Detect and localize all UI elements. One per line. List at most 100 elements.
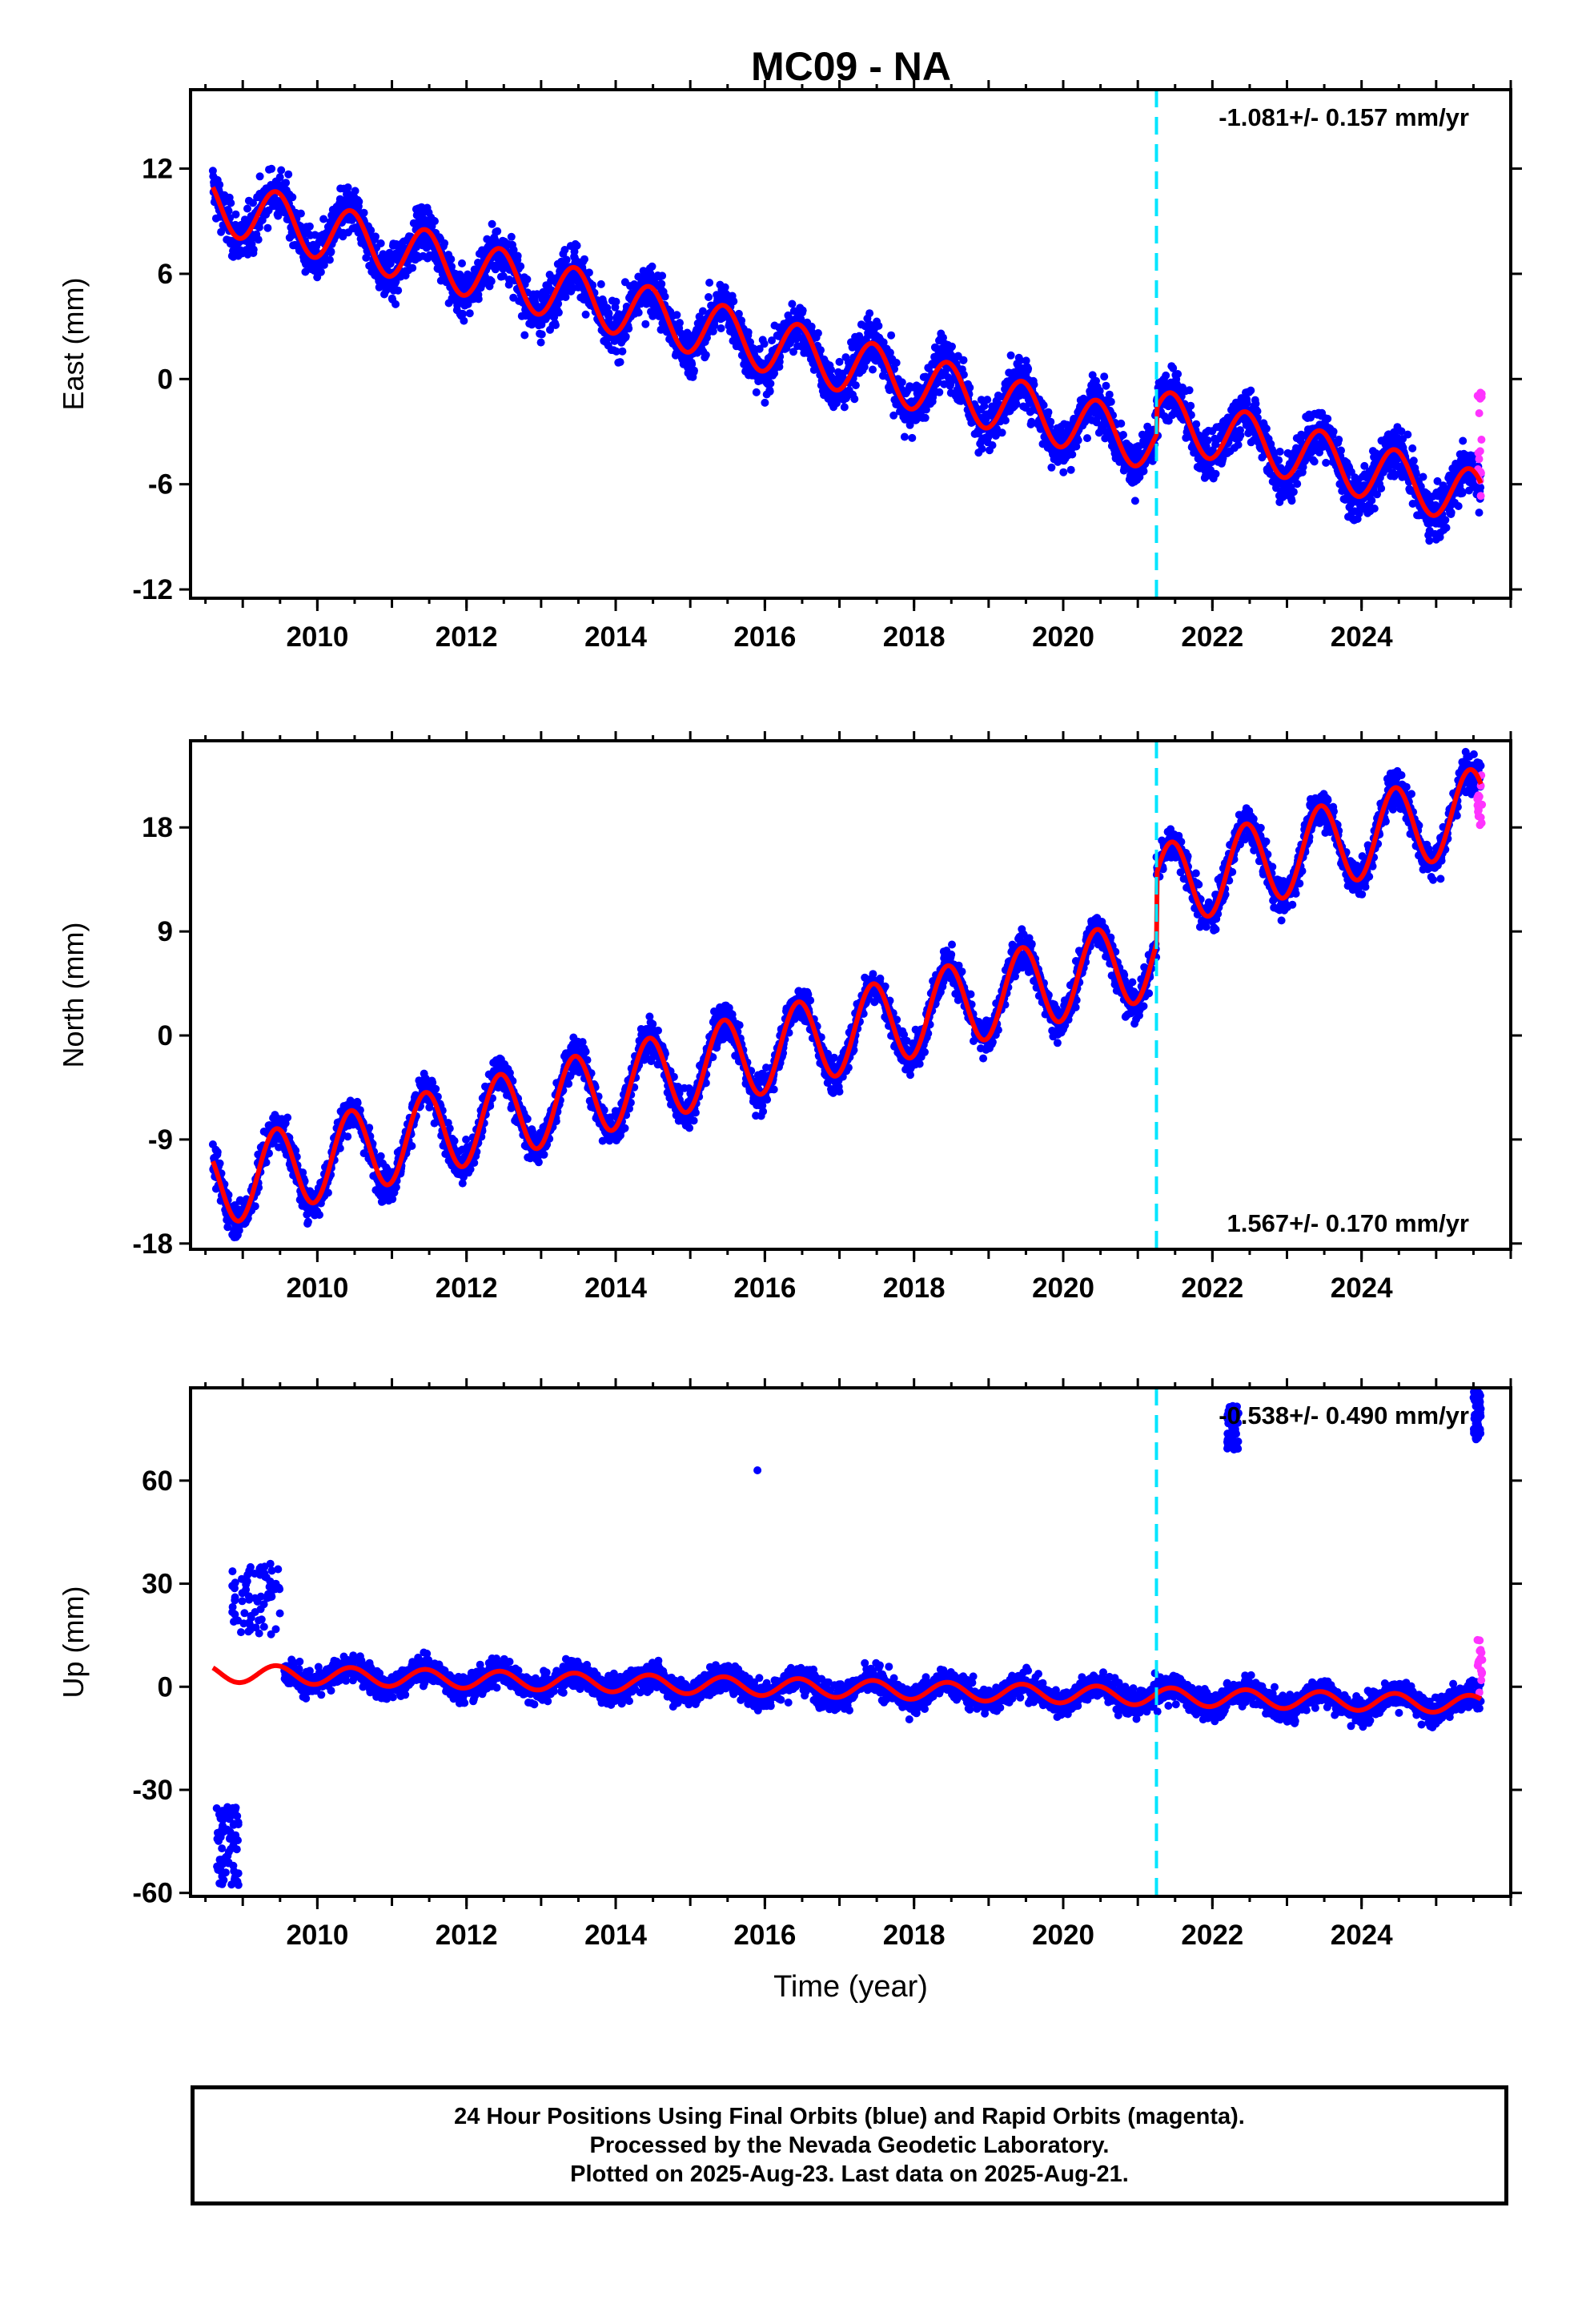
data-point	[1458, 488, 1467, 497]
data-point	[596, 279, 605, 288]
data-point	[394, 286, 403, 295]
data-point	[977, 396, 986, 404]
data-point	[634, 308, 643, 317]
data-point	[988, 441, 997, 449]
data-point	[688, 360, 697, 368]
data-point	[305, 222, 314, 231]
data-point	[323, 1188, 332, 1197]
data-point	[408, 263, 417, 272]
east-y-axis-label: East (mm)	[57, 278, 90, 411]
data-point	[1059, 468, 1068, 476]
y-tick-label: 6	[158, 259, 173, 290]
data-point	[1139, 467, 1148, 476]
data-point	[1416, 482, 1425, 491]
rapid-point	[1475, 409, 1484, 417]
data-point	[296, 209, 305, 218]
data-point	[1074, 436, 1082, 444]
data-point	[1012, 400, 1021, 408]
east-frame	[189, 88, 1512, 600]
data-point	[465, 309, 474, 318]
chart-title: MC09 - NA	[751, 44, 951, 89]
data-point	[462, 1136, 471, 1144]
data-point	[376, 1152, 385, 1160]
data-point	[1476, 483, 1485, 492]
data-point	[391, 300, 400, 308]
data-point	[676, 319, 684, 328]
y-tick-label: -12	[132, 574, 173, 605]
data-point	[584, 268, 593, 277]
data-point	[1247, 386, 1255, 395]
data-point	[440, 239, 449, 247]
data-point	[1001, 416, 1010, 424]
data-point	[1088, 371, 1097, 380]
data-point	[1006, 351, 1015, 360]
rapid-point	[1476, 492, 1485, 501]
data-point	[255, 172, 264, 181]
data-point	[1454, 502, 1463, 510]
data-point	[1203, 436, 1212, 444]
data-point	[705, 293, 713, 301]
data-point	[299, 1168, 307, 1177]
data-point	[1192, 420, 1201, 428]
data-point	[948, 342, 956, 351]
data-point	[283, 1113, 292, 1122]
data-point	[1068, 450, 1077, 459]
data-point	[509, 246, 518, 254]
data-point	[327, 247, 335, 256]
data-point	[227, 199, 235, 207]
data-point	[1016, 356, 1025, 364]
data-point	[760, 340, 769, 348]
data-point	[450, 1136, 459, 1145]
data-point	[213, 1148, 222, 1156]
y-tick-label: 0	[158, 364, 173, 395]
data-point	[889, 411, 898, 420]
data-point	[827, 365, 835, 374]
data-point	[215, 1159, 224, 1168]
data-point	[1243, 399, 1251, 408]
data-point	[840, 403, 849, 412]
data-point	[1234, 440, 1243, 449]
data-point	[513, 251, 522, 260]
data-point	[892, 359, 901, 367]
data-point	[624, 324, 633, 333]
data-point	[1442, 524, 1451, 532]
data-point	[813, 329, 822, 337]
data-point	[721, 283, 729, 292]
data-point	[224, 207, 233, 215]
data-point	[1095, 387, 1104, 395]
data-point	[869, 365, 877, 374]
data-point	[1459, 436, 1468, 445]
data-point	[343, 183, 352, 191]
data-point	[860, 363, 869, 372]
data-point	[788, 300, 797, 308]
data-point	[1329, 427, 1338, 436]
rapid-point	[1474, 448, 1483, 457]
data-point	[362, 253, 371, 262]
data-point	[1148, 456, 1157, 465]
data-point	[1024, 364, 1033, 373]
data-point	[282, 179, 291, 187]
data-point	[1408, 444, 1417, 452]
data-point	[966, 384, 974, 392]
data-point	[1030, 380, 1038, 389]
data-point	[879, 338, 888, 347]
data-point	[1102, 381, 1110, 390]
data-point	[1275, 456, 1283, 464]
data-point	[1367, 496, 1376, 505]
data-point	[1236, 431, 1245, 440]
data-point	[499, 271, 508, 280]
data-point	[552, 321, 560, 329]
data-point	[1335, 436, 1343, 444]
x-tick-label: 2016	[733, 621, 796, 653]
data-point	[262, 1158, 271, 1167]
data-point	[701, 351, 710, 360]
data-point	[1475, 509, 1484, 517]
data-point	[817, 346, 825, 355]
data-point	[921, 405, 930, 414]
x-tick-label: 2014	[584, 621, 647, 653]
data-point	[491, 265, 500, 274]
data-point	[1174, 370, 1182, 378]
data-point	[612, 297, 620, 306]
